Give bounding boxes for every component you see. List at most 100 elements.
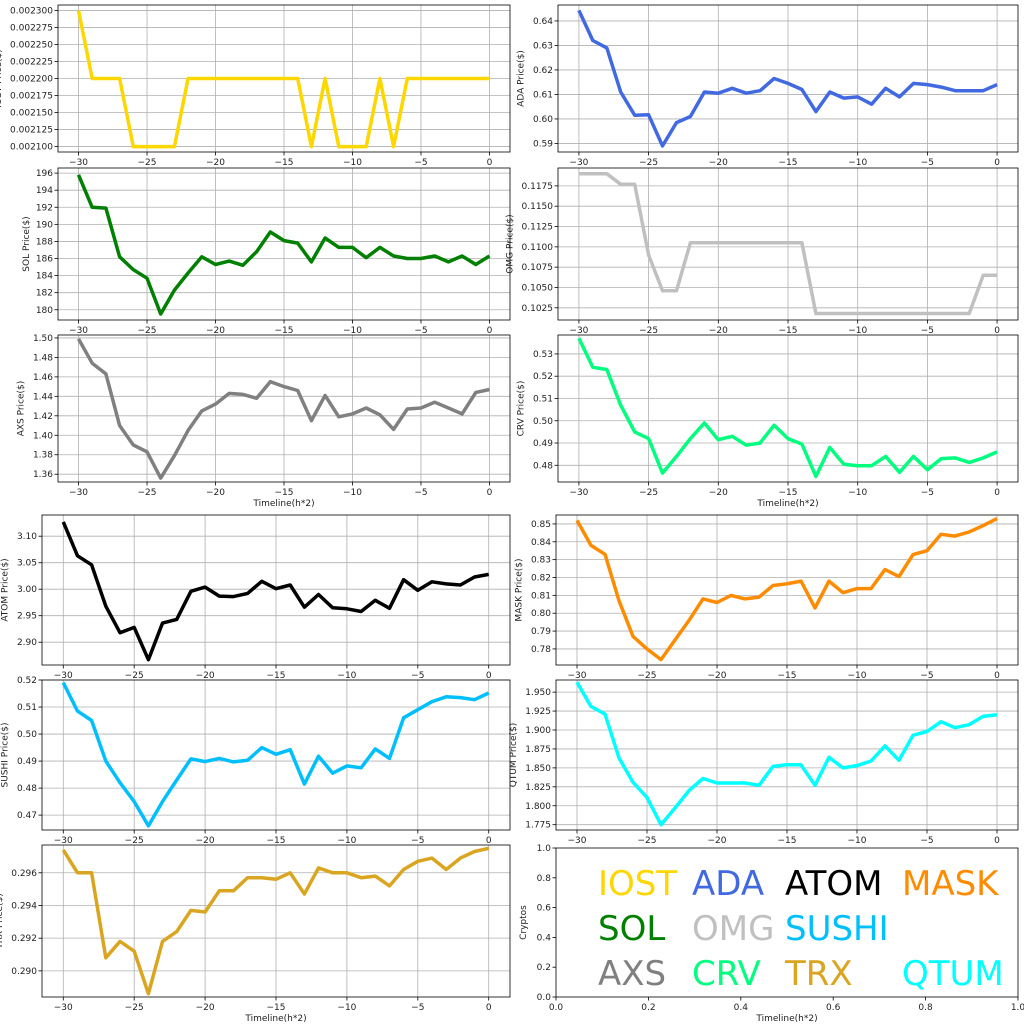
y-tick-label: 0.49 [17, 757, 37, 767]
y-tick-label: 3.10 [17, 532, 37, 542]
x-tick-label: −25 [138, 158, 157, 168]
x-tick-label: −30 [568, 836, 587, 846]
x-axis-label: Timeline(h*2) [755, 1014, 817, 1024]
crv-subplot: −30 −25 −20 −15 −10 −5 0 0.48 0.49 0.50 0.51 0.52 0.… [517, 334, 1019, 509]
x-tick-label: −10 [848, 671, 867, 681]
y-axis-label: SOL Price($) [22, 216, 32, 271]
y-tick-label: 0.79 [531, 627, 551, 637]
x-tick-label: −20 [196, 1003, 215, 1013]
y-tick-label: 0.0 [537, 993, 552, 1003]
y-tick-label: 0.61 [533, 90, 553, 100]
x-tick-label: −5 [921, 488, 934, 498]
y-tick-label: 1.850 [525, 764, 551, 774]
x-tick-label: −25 [138, 326, 157, 336]
omg-subplot: −30 −25 −20 −15 −10 −5 0 0.1025 0.1050 0.1075 0.11… [505, 167, 1019, 336]
y-tick-label: 0.64 [533, 17, 553, 27]
x-tick-label: −30 [69, 326, 88, 336]
x-tick-label: 0.4 [734, 1003, 749, 1013]
x-tick-label: −15 [779, 158, 798, 168]
x-tick-label: −5 [411, 1003, 424, 1013]
y-tick-label: 0.4 [537, 933, 552, 943]
x-tick-label: −5 [920, 671, 933, 681]
axes-frame [555, 514, 1019, 666]
iost-subplot: −30 −25 −20 −15 −10 −5 0 0.002100 0.002125 0.0021… [0, 4, 511, 168]
atom-subplot: −30 −25 −20 −15 −10 −5 0 2.90 2.95 3.00 3.05 3.10 AT… [1, 514, 511, 681]
x-tick-label: −15 [779, 488, 798, 498]
x-tick-label: −10 [848, 158, 867, 168]
y-tick-label: 0.1175 [522, 182, 554, 192]
x-tick-label: −20 [709, 326, 728, 336]
axs-price-line [76, 338, 490, 480]
trx-subplot: −30 −25 −20 −15 −10 −5 0 0.290 0.292 0.294 0.296 TR… [0, 844, 511, 1024]
y-tick-label: 0.78 [531, 645, 551, 655]
legend-entry-trx: TRX [784, 954, 853, 994]
y-tick-label: 1.900 [525, 726, 551, 736]
x-tick-label: −30 [54, 836, 73, 846]
legend-entry-mask: MASK [902, 864, 1000, 904]
x-tick-label: −5 [411, 671, 424, 681]
y-tick-label: 1.0 [537, 844, 552, 854]
y-tick-label: 0.002300 [10, 6, 53, 16]
x-tick-label: −15 [779, 326, 798, 336]
y-tick-label: 0.1125 [522, 223, 554, 233]
x-tick-label: −15 [778, 836, 797, 846]
y-tick-label: 1.48 [33, 353, 53, 363]
y-tick-label: 1.775 [525, 821, 551, 831]
y-tick-label: 0.1100 [522, 243, 554, 253]
y-tick-label: 1.875 [525, 745, 551, 755]
y-axis-label: Cryptos [519, 905, 529, 940]
x-tick-label: 1.0 [1011, 1003, 1024, 1013]
y-tick-label: 0.6 [537, 904, 552, 914]
ada-price-line [577, 9, 998, 148]
y-tick-label: 0.60 [533, 115, 553, 125]
x-tick-label: −25 [639, 158, 658, 168]
x-axis-label: Timeline(h*2) [252, 499, 314, 509]
y-tick-label: 1.40 [33, 431, 53, 441]
y-axis-label: CRV Price($) [517, 381, 527, 437]
y-tick-label: 1.36 [33, 470, 53, 480]
x-tick-label: 0.2 [641, 1003, 655, 1013]
y-tick-label: 0.002175 [10, 92, 53, 102]
x-tick-label: −25 [638, 671, 657, 681]
x-tick-label: −10 [337, 1003, 356, 1013]
y-axis-label: SUSHI Price($) [1, 723, 11, 788]
y-tick-label: 0.1050 [522, 283, 554, 293]
y-axis-label: ATOM Price($) [1, 558, 11, 621]
legend-entry-sushi: SUSHI [785, 909, 889, 949]
x-tick-label: −5 [921, 158, 934, 168]
y-tick-label: 196 [36, 169, 53, 179]
axes-frame [57, 334, 511, 483]
x-tick-label: −30 [569, 326, 588, 336]
y-tick-label: 0.51 [17, 703, 37, 713]
axes-frame [557, 334, 1019, 483]
x-tick-label: −5 [414, 326, 427, 336]
x-tick-label: −20 [708, 836, 727, 846]
y-axis-label: IOST Price($) [0, 49, 4, 108]
ada-subplot: −30 −25 −20 −15 −10 −5 0 0.59 0.60 0.61 0.62 0.63 0.… [517, 4, 1019, 168]
x-tick-label: −20 [708, 671, 727, 681]
legend-entry-axs: AXS [598, 954, 666, 994]
x-tick-label: −15 [267, 671, 286, 681]
x-tick-label: −30 [54, 1003, 73, 1013]
x-tick-label: −30 [569, 488, 588, 498]
y-tick-label: 1.38 [33, 451, 53, 461]
y-tick-label: 180 [36, 306, 53, 316]
y-tick-label: 0.002150 [10, 109, 53, 119]
x-tick-label: −10 [848, 326, 867, 336]
x-tick-label: −30 [69, 158, 88, 168]
sol-price-line [76, 174, 491, 316]
x-tick-label: −25 [639, 326, 658, 336]
y-tick-label: 0.63 [533, 41, 553, 51]
y-tick-label: 0.53 [533, 350, 553, 360]
y-tick-label: 2.90 [17, 638, 37, 648]
x-tick-label: −25 [125, 671, 144, 681]
x-tick-label: −10 [337, 671, 356, 681]
x-tick-label: 0 [994, 326, 1000, 336]
y-tick-label: 1.800 [525, 802, 551, 812]
y-tick-label: 1.42 [33, 412, 53, 422]
legend-entry-omg: OMG [692, 909, 774, 949]
y-tick-label: 0.80 [531, 609, 551, 619]
x-tick-label: −10 [343, 326, 362, 336]
x-tick-label: −15 [267, 1003, 286, 1013]
y-tick-label: 0.81 [531, 591, 551, 601]
